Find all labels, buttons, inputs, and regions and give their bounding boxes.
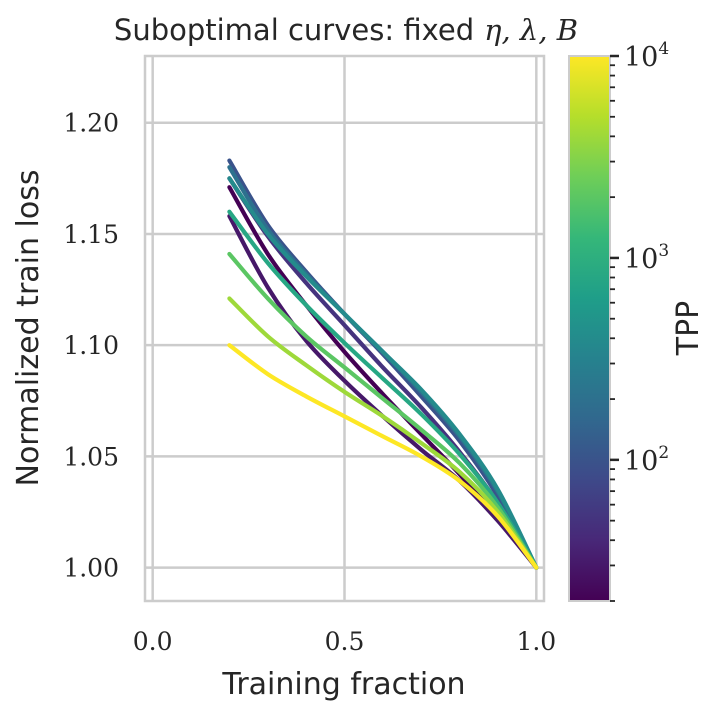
chart-title: Suboptimal curves: fixed η, λ, B	[114, 13, 578, 47]
y-axis-label: Normalized train loss	[11, 170, 46, 487]
colorbar-tick-base: 10	[624, 244, 658, 275]
x-ticks: 0.0 0.5 1.0	[133, 627, 556, 656]
y-tick-label: 1.10	[63, 331, 119, 360]
series-line	[227, 296, 539, 570]
y-tick-label: 1.00	[63, 554, 119, 583]
chart-title-symbols: η, λ, B	[484, 13, 578, 47]
series-line	[227, 176, 539, 570]
colorbar-label: TPP	[671, 301, 706, 357]
y-tick-label: 1.05	[63, 442, 119, 471]
x-tick-label: 0.0	[133, 627, 173, 656]
y-tick-label: 1.15	[63, 220, 119, 249]
colorbar-tick-base: 10	[624, 446, 658, 477]
series-line	[227, 343, 539, 570]
colorbar-tick-exponent: 3	[658, 241, 669, 261]
y-tick-label: 1.20	[63, 109, 119, 138]
chart-title-text: Suboptimal curves: fixed	[114, 13, 474, 47]
x-axis-label: Training fraction	[221, 667, 465, 702]
y-ticks: 1.00 1.05 1.10 1.15 1.20	[63, 109, 119, 583]
colorbar-frame	[568, 55, 611, 602]
series-group	[227, 158, 539, 570]
series-line	[227, 251, 539, 570]
colorbar-tick-base: 10	[624, 42, 658, 73]
colorbar-tick-label: 102	[624, 443, 669, 477]
series-line	[227, 209, 539, 570]
colorbar-tick-label: 103	[624, 241, 669, 275]
plot-frame	[143, 54, 546, 603]
colorbar-tick-label: 104	[624, 39, 669, 73]
colorbar	[569, 56, 610, 601]
colorbar-tick-exponent: 4	[658, 39, 669, 59]
x-tick-label: 0.5	[325, 627, 365, 656]
x-tick-label: 1.0	[516, 627, 556, 656]
colorbar-tick-exponent: 2	[658, 443, 669, 463]
